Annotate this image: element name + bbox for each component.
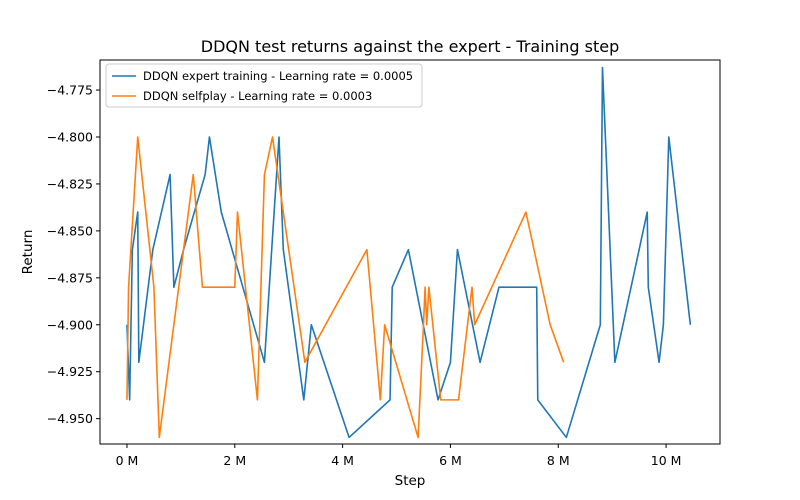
y-tick-label: −4.925	[47, 364, 93, 379]
legend: DDQN expert training - Learning rate = 0…	[105, 63, 423, 108]
y-axis: −4.775 −4.800 −4.825 −4.850 −4.875 −4.900 −4.9…	[47, 83, 100, 426]
plot-lines	[126, 66, 692, 439]
x-tick-label: 6 M	[439, 453, 462, 468]
plot-frame	[99, 59, 721, 445]
y-tick-label: −4.875	[47, 270, 93, 285]
y-tick-label: −4.850	[47, 223, 93, 238]
y-tick-label: −4.900	[47, 317, 93, 332]
y-tick-label: −4.800	[47, 129, 93, 144]
y-tick-label: −4.775	[47, 83, 93, 98]
x-tick-label: 8 M	[547, 453, 570, 468]
y-tick-label: −4.825	[47, 176, 93, 191]
x-tick-label: 10 M	[651, 453, 682, 468]
chart-title: DDQN test returns against the expert - T…	[201, 37, 620, 56]
legend-label-2: DDQN selfplay - Learning rate = 0.0003	[143, 89, 372, 103]
legend-box	[105, 63, 423, 108]
x-axis: 0 M 2 M 4 M 6 M 8 M 10 M	[116, 444, 682, 468]
series-line-2	[126, 136, 565, 439]
x-tick-label: 0 M	[116, 453, 139, 468]
x-axis-label: Step	[395, 473, 426, 489]
y-tick-label: −4.950	[47, 411, 93, 426]
y-axis-label: Return	[20, 230, 36, 275]
legend-label-1: DDQN expert training - Learning rate = 0…	[143, 69, 413, 83]
x-tick-label: 2 M	[223, 453, 246, 468]
x-tick-label: 4 M	[331, 453, 354, 468]
series-line-1	[126, 66, 692, 439]
